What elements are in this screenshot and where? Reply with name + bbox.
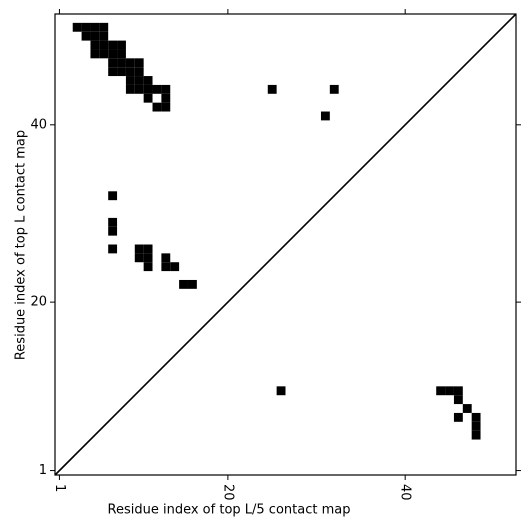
x-axis-label: Residue index of top L/5 contact map <box>108 503 351 518</box>
contact-cell <box>462 404 472 413</box>
contact-cell <box>108 191 118 201</box>
contact-cell <box>143 76 153 85</box>
contact-cell <box>161 262 171 272</box>
contact-cell <box>170 262 180 272</box>
contact-cell <box>90 49 100 59</box>
contact-cell <box>125 58 135 68</box>
contact-cell <box>90 22 100 32</box>
contact-cell <box>117 67 126 77</box>
contact-cell <box>99 49 109 59</box>
contact-cell <box>179 279 188 289</box>
contact-cell <box>187 279 197 289</box>
contact-cell <box>143 84 153 94</box>
contact-cell <box>108 67 118 77</box>
contact-cell <box>471 430 481 440</box>
contact-cell <box>125 76 135 85</box>
contact-cell <box>72 22 82 32</box>
contact-cell <box>134 244 144 254</box>
plot-frame <box>54 13 517 476</box>
contact-cell <box>267 84 277 94</box>
contact-cell <box>134 58 144 68</box>
contact-cell <box>99 22 109 32</box>
contact-cell <box>108 244 118 254</box>
contact-cell <box>152 84 162 94</box>
contact-cell <box>134 67 144 77</box>
contact-cell <box>143 244 153 254</box>
contact-cell <box>117 49 126 59</box>
contact-cell <box>108 226 118 236</box>
contact-cell <box>161 84 171 94</box>
contact-cell <box>99 31 109 41</box>
contact-cell <box>81 22 91 32</box>
y-tick-label: 1 <box>39 463 47 478</box>
contact-cell <box>152 102 162 112</box>
contact-cell <box>90 40 100 50</box>
contact-cell <box>108 49 118 59</box>
x-tick-label: 40 <box>398 484 413 501</box>
y-tick-label: 40 <box>30 117 47 132</box>
x-tick-label: 1 <box>52 484 67 492</box>
contact-cell <box>125 67 135 77</box>
contact-cell <box>108 217 118 227</box>
contact-cell <box>471 412 481 422</box>
contact-cell <box>108 40 118 50</box>
contact-cell <box>436 386 446 396</box>
contact-cell <box>329 84 339 94</box>
contact-cell <box>161 253 171 263</box>
contact-cell <box>134 84 144 94</box>
contact-cell <box>134 76 144 85</box>
contact-cell <box>320 111 330 121</box>
contact-cell <box>125 84 135 94</box>
y-tick-label: 20 <box>30 295 47 310</box>
contact-cell <box>276 386 286 396</box>
contact-cell <box>161 102 171 112</box>
contact-cell <box>117 40 126 50</box>
contact-cell <box>81 31 91 41</box>
contact-cell <box>99 40 109 50</box>
contact-cell <box>445 386 454 396</box>
contact-cell <box>117 58 126 68</box>
contact-cell <box>453 412 463 422</box>
y-axis-label: Residue index of top L contact map <box>14 130 29 360</box>
contact-cell <box>471 421 481 431</box>
contact-cell <box>453 386 463 396</box>
contact-cell <box>90 31 100 41</box>
contact-cell <box>134 253 144 263</box>
contact-cell <box>143 93 153 103</box>
contact-cell <box>108 58 118 68</box>
contact-cell <box>143 262 153 272</box>
x-tick-label: 20 <box>220 484 235 501</box>
contact-cell <box>453 395 463 405</box>
contact-cell <box>161 93 171 103</box>
contact-cell <box>143 253 153 263</box>
diagonal <box>54 13 517 476</box>
